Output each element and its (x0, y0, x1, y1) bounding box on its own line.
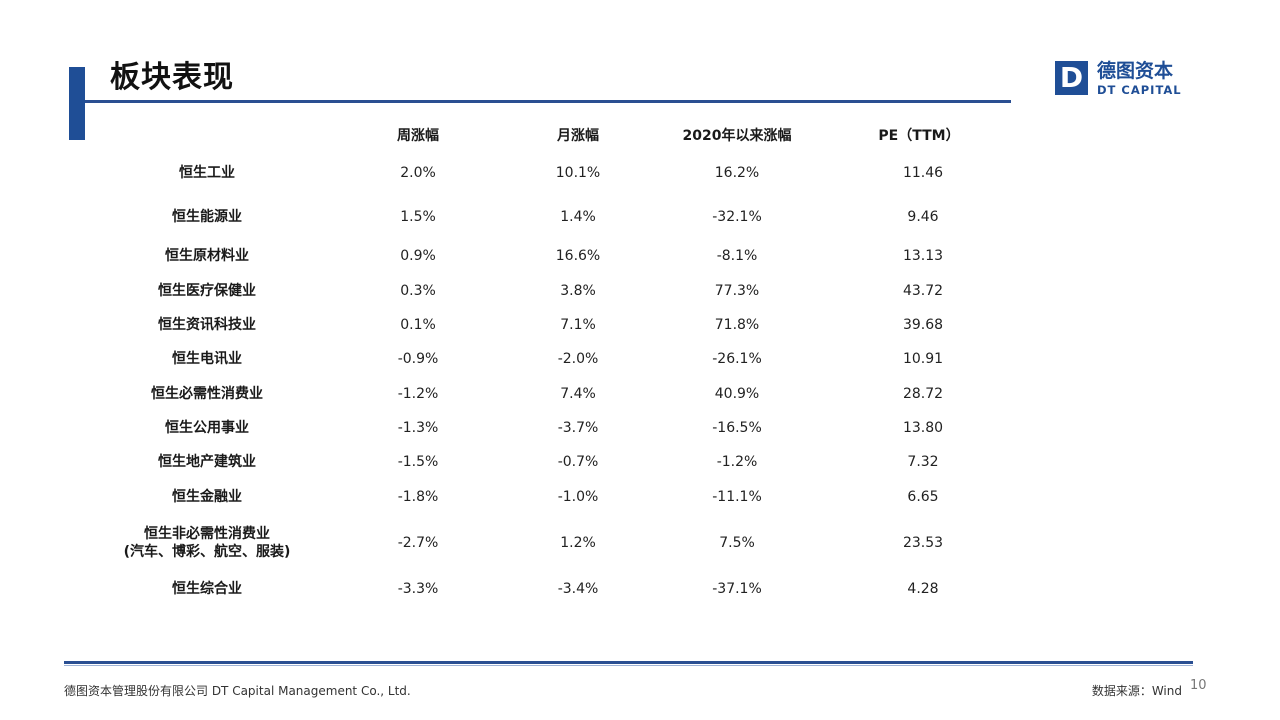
cell-weekly: 2.0% (400, 165, 436, 181)
row-label-text: 恒生金融业 (172, 489, 242, 505)
cell-weekly: 0.9% (400, 248, 436, 264)
cell-monthly: 7.4% (560, 386, 596, 402)
cell-weekly: -1.5% (397, 454, 439, 470)
cell-pe: 28.72 (902, 386, 944, 402)
row-label: 恒生非必需性消费业 (汽车、博彩、航空、服装) (124, 525, 291, 561)
cell-weekly: -0.9% (397, 351, 439, 367)
header-monthly: 月涨幅 (557, 128, 599, 144)
cell-monthly: 3.8% (560, 283, 596, 299)
row-label-text: 恒生非必需性消费业 (143, 526, 270, 542)
cell-monthly: 7.1% (560, 317, 596, 333)
logo-chinese-name: 德图资本 (1097, 60, 1174, 82)
cell-weekly: 0.1% (400, 317, 436, 333)
cell-weekly: 0.3% (400, 283, 436, 299)
row-label: 恒生综合业 (172, 580, 242, 598)
row-label: 恒生必需性消费业 (151, 385, 263, 403)
cell-weekly: -1.2% (397, 386, 439, 402)
cell-weekly: -2.7% (397, 535, 439, 551)
row-label: 恒生医疗保健业 (158, 282, 256, 300)
header-weekly: 周涨幅 (397, 128, 439, 144)
cell-ytd: -8.1% (716, 248, 758, 264)
header-pe: PE（TTM） (878, 128, 960, 144)
page-number: 10 (1190, 678, 1207, 693)
cell-ytd: 71.8% (714, 317, 760, 333)
cell-monthly: 1.2% (560, 535, 596, 551)
logo-mark: D (1055, 61, 1088, 95)
footer-divider (64, 661, 1193, 664)
cell-monthly: 10.1% (555, 165, 601, 181)
cell-ytd: -37.1% (712, 581, 762, 597)
cell-pe: 11.46 (902, 165, 944, 181)
row-label: 恒生工业 (179, 164, 235, 182)
company-logo: D 德图资本 DT CAPITAL (1055, 60, 1185, 97)
cell-monthly: -3.7% (557, 420, 599, 436)
cell-monthly: 1.4% (560, 209, 596, 225)
cell-pe: 43.72 (902, 283, 944, 299)
cell-ytd: 40.9% (714, 386, 760, 402)
row-label-text: 恒生资讯科技业 (158, 317, 256, 333)
row-label-text: 恒生公用事业 (165, 420, 249, 436)
row-label: 恒生电讯业 (172, 350, 242, 368)
footer-company: 德图资本管理股份有限公司 DT Capital Management Co., … (64, 684, 411, 698)
row-label: 恒生资讯科技业 (158, 316, 256, 334)
cell-pe: 6.65 (907, 489, 939, 505)
cell-pe: 23.53 (902, 535, 944, 551)
cell-weekly: -3.3% (397, 581, 439, 597)
cell-monthly: -1.0% (557, 489, 599, 505)
header-ytd: 2020年以来涨幅 (682, 128, 792, 144)
cell-pe: 13.80 (902, 420, 944, 436)
row-label: 恒生金融业 (172, 488, 242, 506)
cell-monthly: 16.6% (555, 248, 601, 264)
footer-source: 数据来源：Wind (1091, 684, 1182, 698)
cell-ytd: -26.1% (712, 351, 762, 367)
cell-pe: 13.13 (902, 248, 944, 264)
row-label: 恒生原材料业 (165, 247, 249, 265)
logo-english-name: DT CAPITAL (1097, 83, 1182, 97)
cell-ytd: 16.2% (714, 165, 760, 181)
cell-weekly: -1.3% (397, 420, 439, 436)
cell-ytd: 77.3% (714, 283, 760, 299)
row-label-text: 恒生工业 (179, 165, 235, 181)
cell-ytd: 7.5% (719, 535, 755, 551)
row-sublabel-text: (汽车、博彩、航空、服装) (123, 544, 291, 560)
cell-pe: 39.68 (902, 317, 944, 333)
cell-ytd: -16.5% (712, 420, 762, 436)
cell-pe: 7.32 (907, 454, 939, 470)
cell-pe: 9.46 (907, 209, 939, 225)
cell-monthly: -3.4% (557, 581, 599, 597)
cell-weekly: 1.5% (400, 209, 436, 225)
cell-monthly: -2.0% (557, 351, 599, 367)
cell-pe: 4.28 (907, 581, 939, 597)
row-label-text: 恒生必需性消费业 (151, 386, 263, 402)
row-label-text: 恒生电讯业 (172, 351, 242, 367)
row-label-text: 恒生医疗保健业 (158, 283, 256, 299)
cell-ytd: -32.1% (712, 209, 762, 225)
row-label-text: 恒生原材料业 (165, 248, 249, 264)
title-underline (85, 100, 1011, 103)
row-label: 恒生公用事业 (165, 419, 249, 437)
row-label-text: 恒生能源业 (172, 209, 242, 225)
cell-ytd: -11.1% (712, 489, 762, 505)
row-label: 恒生地产建筑业 (158, 453, 256, 471)
cell-ytd: -1.2% (716, 454, 758, 470)
cell-pe: 10.91 (902, 351, 944, 367)
row-label-text: 恒生地产建筑业 (158, 454, 256, 470)
row-label-text: 恒生综合业 (172, 581, 242, 597)
page-title: 板块表现 (110, 60, 234, 95)
cell-monthly: -0.7% (557, 454, 599, 470)
footer-divider-thin (64, 665, 1193, 666)
cell-weekly: -1.8% (397, 489, 439, 505)
row-label: 恒生能源业 (172, 208, 242, 226)
title-accent-bar (69, 67, 85, 140)
